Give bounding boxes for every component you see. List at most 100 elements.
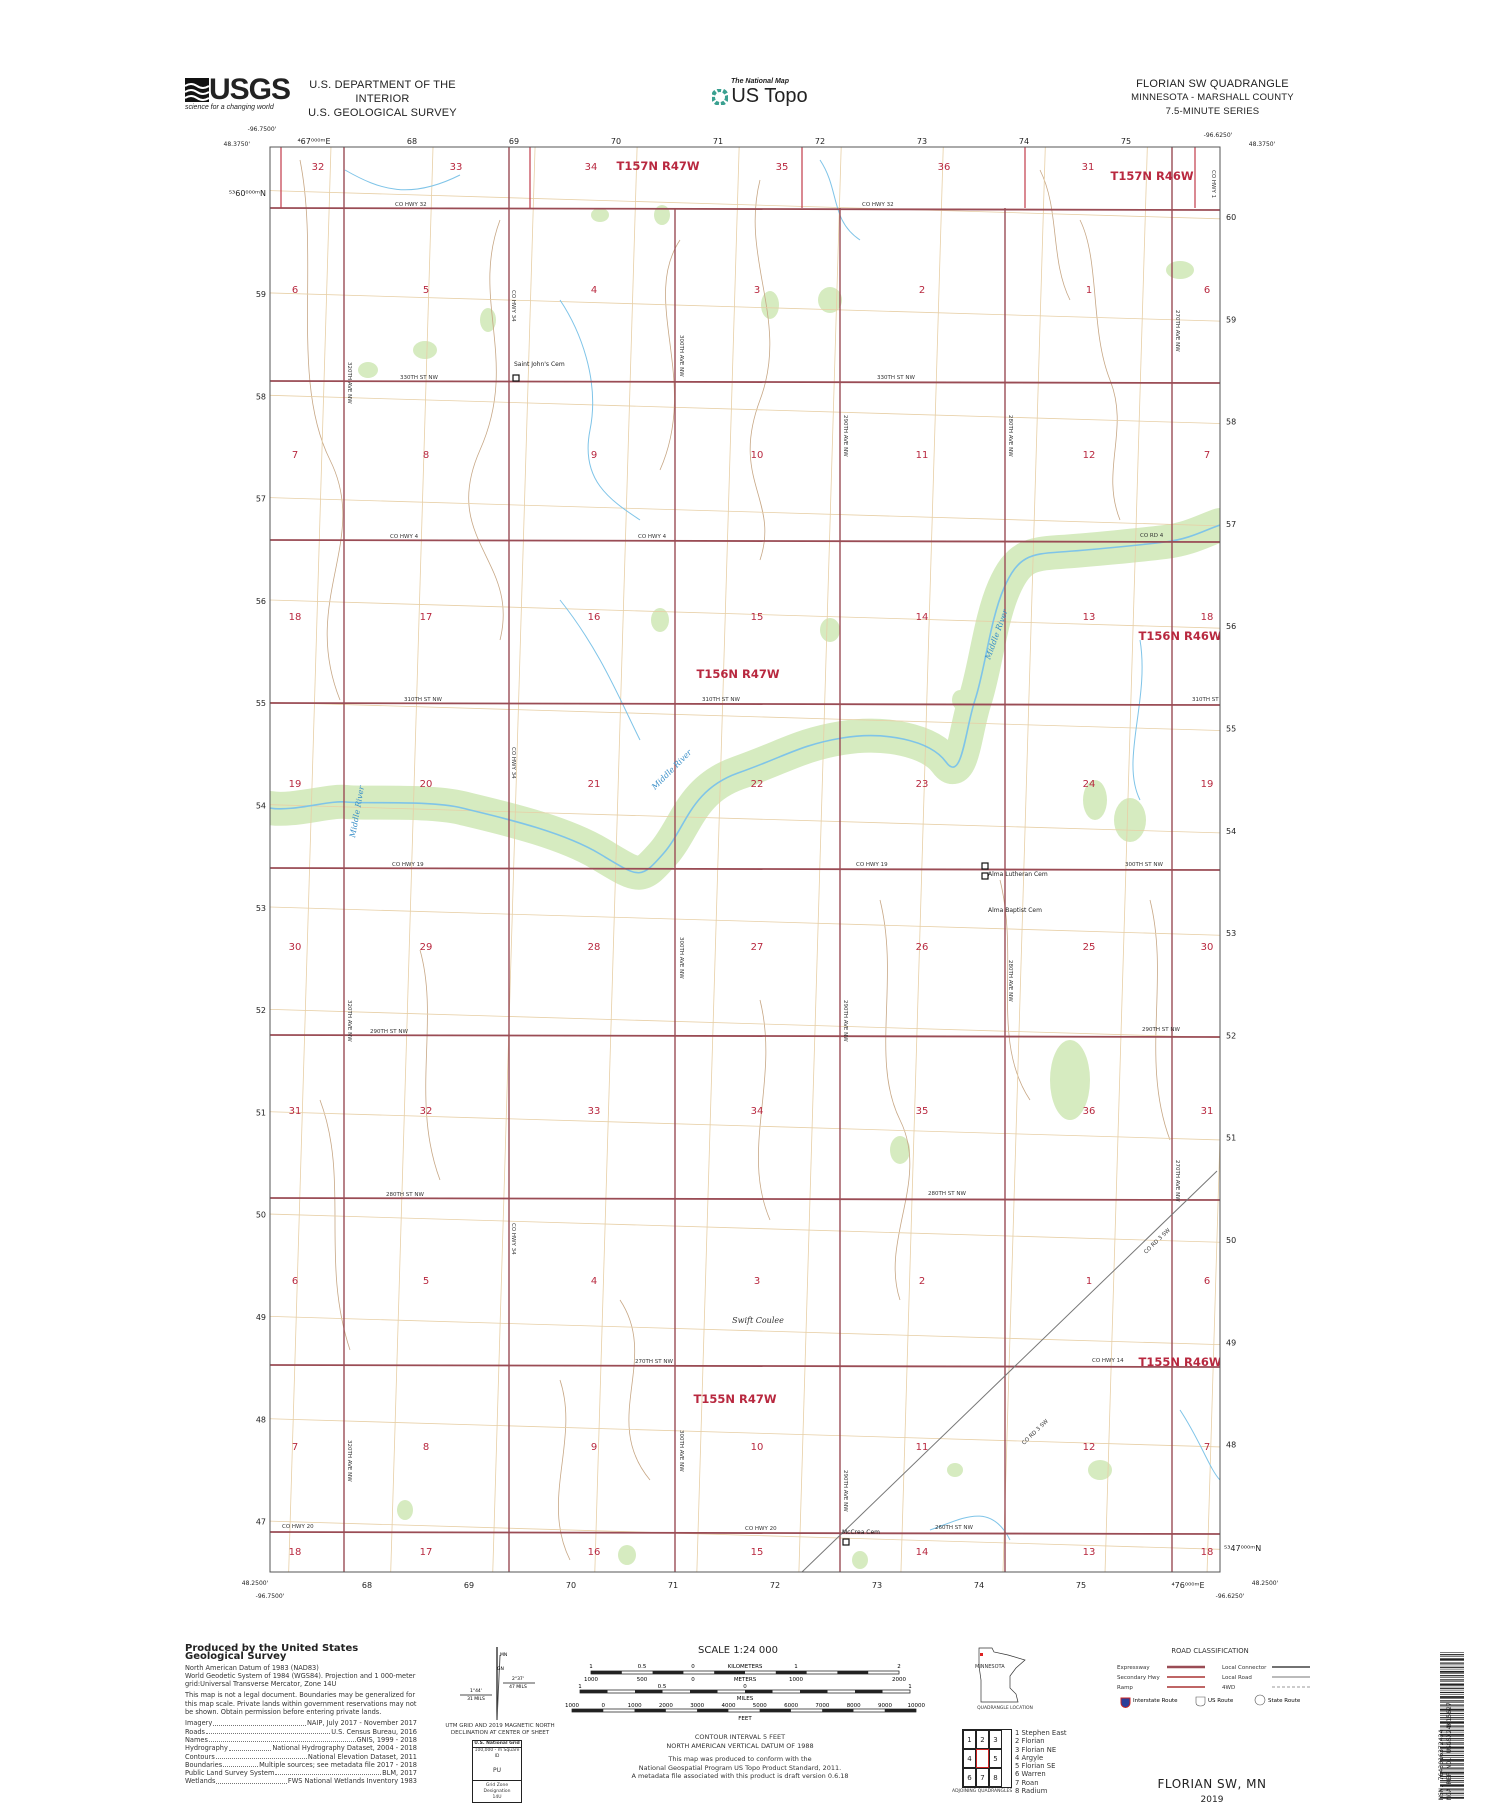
meter-tick: 500	[637, 1677, 648, 1683]
road-legend-label: 4WD	[1222, 1685, 1235, 1691]
barcode-bar	[1440, 1788, 1464, 1790]
woodland-patch	[852, 1551, 868, 1569]
barcode-bar	[1440, 1782, 1464, 1783]
section-number: 27	[751, 942, 764, 953]
cemetery-label: McCrea Cem	[842, 1529, 880, 1536]
barcode-bar	[1440, 1763, 1464, 1765]
scale-title: SCALE 1:24 000	[698, 1645, 778, 1656]
section-number: 28	[588, 942, 601, 953]
woodland-patch	[820, 618, 840, 642]
barcode-bar	[1440, 1769, 1464, 1771]
barcode-bar	[1440, 1673, 1464, 1674]
barcode-bar	[1440, 1710, 1464, 1712]
utm-easting-line	[1102, 147, 1149, 1572]
barcode-bar	[1440, 1675, 1464, 1677]
hydrography-layer	[270, 159, 1220, 1541]
northing-label: 60	[1226, 213, 1236, 222]
credit-value: NAIP, July 2017 - November 2017	[306, 1719, 417, 1728]
corner-longitude: -96.6250'	[1204, 132, 1233, 139]
road-label: CO HWY 32	[862, 202, 894, 208]
cemetery-icon	[981, 862, 989, 870]
section-number: 2	[919, 285, 925, 296]
northing-label: 57	[256, 495, 266, 504]
northing-label: 59	[256, 290, 266, 299]
barcode-bar	[1440, 1662, 1464, 1664]
barcode-bar	[1440, 1706, 1464, 1708]
stream	[819, 159, 861, 241]
barcode-bar	[1440, 1767, 1464, 1769]
us-topo-logo: The National Map US Topo	[705, 78, 815, 108]
barcode-bar	[1440, 1704, 1464, 1706]
leader-dots	[223, 1761, 259, 1768]
barcode-bar	[1440, 1721, 1464, 1724]
northing-label: 57	[1226, 520, 1236, 529]
feet-tick: 1000	[628, 1703, 642, 1709]
woodland-patch	[591, 208, 609, 222]
barcode-bar	[1440, 1702, 1464, 1703]
section-number: 11	[916, 1442, 929, 1453]
northing-label: 53	[1226, 929, 1236, 938]
easting-label: 71	[713, 137, 723, 146]
leader-dots	[275, 1769, 382, 1776]
section-number: 1	[1086, 1276, 1092, 1287]
section-number: 8	[423, 450, 429, 461]
leader-dots	[205, 1728, 331, 1734]
utm-easting-line	[491, 147, 538, 1572]
easting-label: 69	[464, 1581, 474, 1590]
woodland-patch	[761, 291, 779, 319]
grid-angle: 2°37'	[512, 1676, 524, 1682]
adjoining-quad-cell: 4	[963, 1749, 976, 1768]
adjoining-quad-cell: 5	[989, 1749, 1002, 1768]
stream	[559, 299, 641, 521]
section-number: 31	[1082, 162, 1095, 173]
meter-tick: 2000	[892, 1677, 906, 1683]
us-route-shield-icon	[1195, 1696, 1206, 1707]
km-tick: 1	[589, 1664, 593, 1670]
section-number: 13	[1083, 1547, 1096, 1558]
easting-label: 72	[770, 1581, 780, 1590]
road-label: CO HWY 19	[856, 862, 888, 868]
northing-label: 48	[256, 1415, 266, 1424]
barcode-bar	[1440, 1664, 1464, 1666]
easting-label: ⁴76⁰⁰⁰ᵐE	[1171, 1581, 1204, 1590]
credit-value: National Hydrography Dataset, 2004 - 201…	[272, 1744, 417, 1753]
section-number: 11	[916, 450, 929, 461]
utm-easting-line	[389, 147, 436, 1572]
mile-scale-bar-segment	[855, 1690, 883, 1693]
km-tick: 0	[691, 1664, 695, 1670]
usng-box: U.S. National Grid 100,000 - m Square ID…	[472, 1740, 522, 1803]
barcode-bar	[1440, 1694, 1464, 1695]
barcode-bar	[1440, 1725, 1464, 1727]
road-label: 280TH AVE NW	[1007, 960, 1013, 1002]
section-number: 10	[751, 450, 764, 461]
mile-scale-bar-segment	[580, 1690, 608, 1693]
section-number: 34	[585, 162, 598, 173]
feet-tick: 7000	[815, 1703, 829, 1709]
section-number: 17	[420, 612, 433, 623]
barcode-bar	[1440, 1658, 1464, 1661]
barcode-bar	[1440, 1752, 1464, 1754]
easting-label: 75	[1121, 137, 1131, 146]
utm-northing-line	[270, 496, 1220, 529]
section-number: 32	[312, 162, 325, 173]
barcode-bar	[1440, 1698, 1464, 1699]
road-label: CO HWY 32	[395, 202, 427, 208]
barcode-bar	[1440, 1666, 1464, 1668]
barcode-bar	[1440, 1668, 1464, 1670]
quad-name-footer: FLORIAN SW, MN	[1157, 1777, 1267, 1791]
northing-label: 56	[256, 597, 266, 606]
credit-label: Public Land Survey System	[185, 1769, 275, 1778]
adjoining-quad-name: 7 Roan	[1015, 1778, 1039, 1787]
place-label-swift-coulee: Swift Coulee	[732, 1316, 784, 1325]
utm-northing-line	[270, 700, 1220, 733]
usgs-wave-icon	[185, 78, 209, 102]
easting-label: 68	[407, 137, 417, 146]
credit-row: Wetlands FWS National Wetlands Inventory …	[185, 1777, 417, 1785]
feet-scale-bar-segment	[884, 1709, 916, 1712]
barcode-bar	[1440, 1740, 1464, 1741]
feet-tick: 9000	[878, 1703, 892, 1709]
usgs-logo: USGS science for a changing world	[185, 73, 291, 111]
section-number: 6	[1204, 1276, 1210, 1287]
